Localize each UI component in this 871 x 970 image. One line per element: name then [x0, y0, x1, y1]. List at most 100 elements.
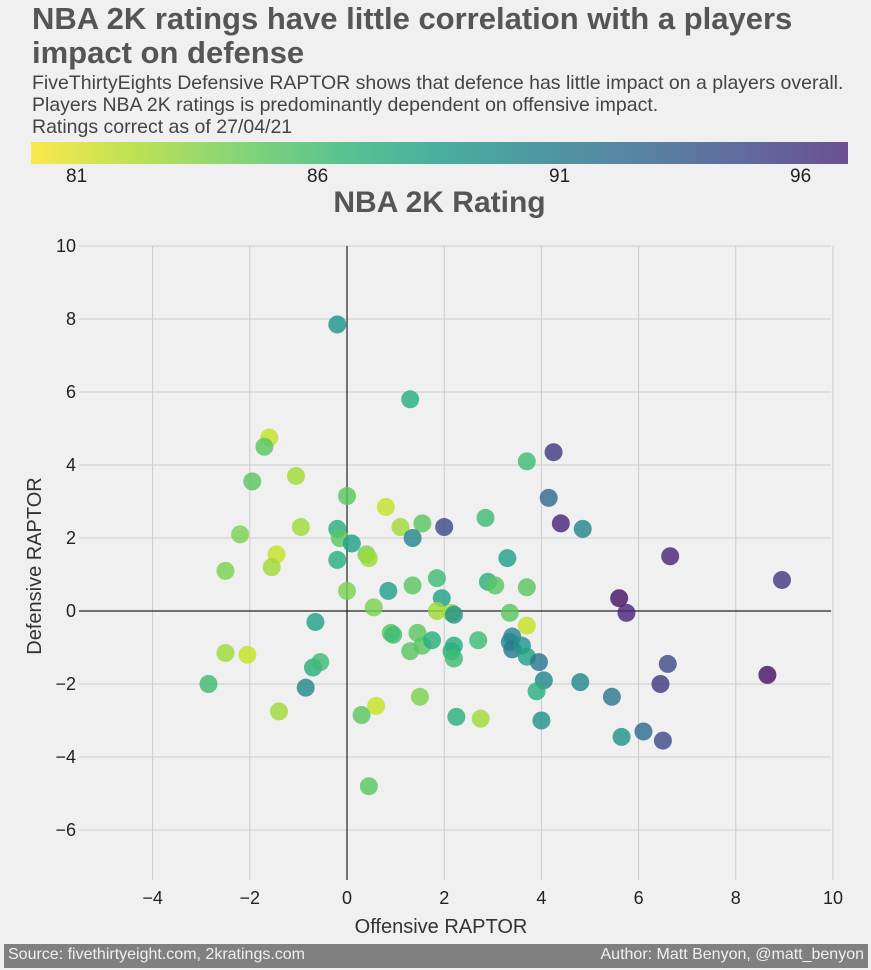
- data-point: [338, 487, 356, 506]
- data-point: [342, 534, 361, 553]
- source-credit: Source: fivethirtyeight.com, 2kratings.c…: [8, 946, 306, 963]
- x-axis-label: Offensive RAPTOR: [355, 916, 528, 938]
- data-point: [486, 576, 505, 595]
- data-point: [471, 709, 490, 728]
- data-point: [517, 578, 536, 597]
- data-point: [231, 525, 250, 544]
- y-tick-label: 2: [66, 528, 76, 548]
- data-point: [661, 547, 680, 566]
- data-point: [328, 315, 347, 334]
- data-point: [367, 696, 386, 715]
- data-point: [571, 673, 590, 692]
- data-point: [498, 549, 517, 568]
- data-point: [269, 702, 288, 721]
- data-point: [352, 706, 371, 725]
- data-point: [238, 645, 257, 664]
- x-tick-label: −4: [142, 888, 163, 908]
- data-point: [243, 472, 262, 491]
- data-point: [612, 727, 631, 746]
- data-point: [423, 631, 442, 650]
- x-tick-label: 0: [342, 888, 352, 908]
- scatter-plot: −4 −2 0 2 4 6 8 10 −6 −4 −2 0 2 4 6 8 10 Offensive RAPTOR…: [24, 236, 843, 938]
- data-point: [384, 625, 403, 644]
- data-point: [617, 603, 636, 622]
- data-point: [610, 589, 629, 608]
- data-point: [469, 631, 488, 650]
- data-point: [551, 514, 570, 533]
- data-point: [447, 707, 466, 726]
- colorbar: [31, 142, 848, 164]
- data-point: [403, 576, 422, 595]
- data-point: [517, 452, 536, 471]
- data-point: [435, 518, 454, 537]
- data-point: [359, 549, 378, 568]
- data-point: [527, 682, 546, 701]
- data-point: [391, 518, 410, 537]
- y-tick-label: −2: [55, 674, 76, 694]
- data-point: [401, 642, 420, 661]
- data-point: [758, 665, 777, 684]
- data-point: [539, 488, 558, 507]
- data-point: [410, 687, 429, 706]
- data-point: [379, 581, 398, 600]
- data-point: [444, 649, 463, 668]
- data-point: [573, 519, 592, 538]
- data-point: [376, 497, 395, 516]
- data-point: [311, 653, 330, 672]
- x-tick-label: 10: [823, 888, 843, 908]
- colorbar-tick: 91: [549, 166, 571, 187]
- data-point: [364, 598, 383, 617]
- colorbar-tick: 81: [66, 166, 88, 187]
- data-point: [286, 466, 305, 485]
- colorbar-label: NBA 2K Rating: [333, 186, 546, 219]
- data-point: [359, 777, 378, 796]
- chart-subtitle: FiveThirtyEights Defensive RAPTOR shows …: [32, 72, 844, 138]
- x-tick-label: −2: [240, 888, 261, 908]
- data-point: [255, 437, 274, 456]
- data-point: [427, 569, 446, 588]
- data-point: [651, 675, 670, 693]
- data-point: [328, 550, 347, 569]
- y-tick-label: −4: [55, 747, 76, 767]
- x-tick-label: 8: [731, 888, 741, 908]
- data-point: [427, 602, 446, 620]
- x-tick-label: 6: [634, 888, 644, 908]
- footer-bar: Source: fivethirtyeight.com, 2kratings.c…: [4, 944, 868, 968]
- y-tick-label: 0: [66, 601, 76, 621]
- y-tick-label: 8: [66, 309, 76, 329]
- data-point: [634, 722, 653, 741]
- data-point: [401, 390, 420, 409]
- y-axis-label: Defensive RAPTOR: [24, 477, 46, 654]
- data-point: [403, 529, 422, 547]
- data-point: [544, 443, 563, 462]
- data-point: [532, 711, 551, 730]
- x-tick-label: 2: [439, 888, 449, 908]
- data-point: [444, 636, 463, 655]
- data-point: [199, 675, 218, 693]
- data-point: [653, 731, 672, 750]
- y-tick-label: 10: [56, 236, 76, 256]
- data-point: [296, 678, 315, 697]
- data-point: [306, 612, 325, 631]
- data-point: [602, 687, 621, 706]
- chart-title: NBA 2K ratings have little correlation w…: [32, 1, 793, 70]
- data-point: [500, 603, 519, 622]
- data-point: [444, 605, 463, 624]
- data-point: [517, 616, 536, 635]
- y-tick-label: 4: [66, 455, 76, 475]
- data-point: [262, 558, 281, 577]
- data-point: [772, 570, 791, 589]
- author-credit: Author: Matt Benyon, @matt_benyon: [600, 946, 865, 963]
- x-tick-label: 4: [536, 888, 546, 908]
- y-tick-label: −6: [55, 820, 76, 840]
- data-point: [658, 654, 677, 673]
- data-point: [338, 581, 356, 600]
- y-tick-label: 6: [66, 382, 76, 402]
- data-point: [529, 653, 548, 672]
- colorbar-tick: 86: [307, 166, 329, 187]
- data-point: [476, 508, 495, 527]
- data-point: [413, 514, 432, 533]
- data-point: [216, 561, 235, 580]
- data-point: [291, 518, 310, 537]
- colorbar-tick: 96: [790, 166, 812, 187]
